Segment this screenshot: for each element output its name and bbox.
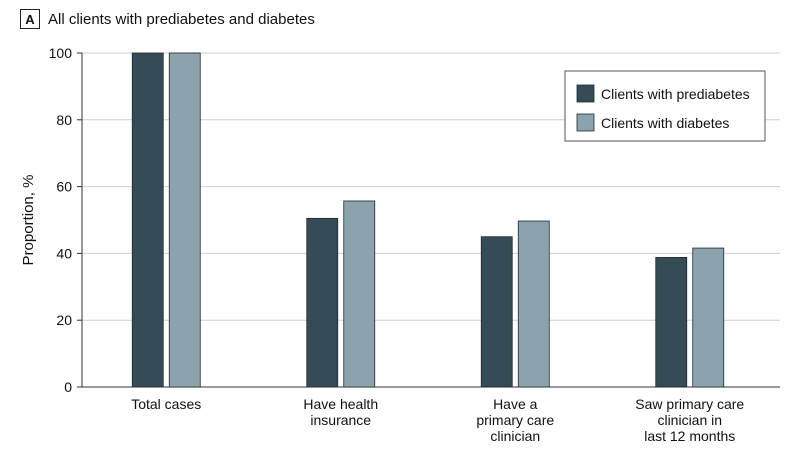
y-tick-label: 60 xyxy=(56,179,72,195)
legend-box xyxy=(564,70,766,142)
y-tick-label: 0 xyxy=(64,379,72,395)
x-tick-label: Have a primary care clinician xyxy=(476,396,554,444)
panel-header: A All clients with prediabetes and diabe… xyxy=(20,8,315,30)
legend-label: Clients with diabetes xyxy=(601,115,729,131)
bar-diabetes xyxy=(517,220,550,388)
x-tick-label: Saw primary care clinician in last 12 mont… xyxy=(635,396,744,444)
y-axis-label: Proportion, % xyxy=(20,175,37,266)
bar-prediabetes xyxy=(306,217,339,388)
bar-prediabetes xyxy=(480,236,513,388)
y-tick-label: 20 xyxy=(56,312,72,328)
x-tick-label: Have health insurance xyxy=(303,396,378,428)
bar-diabetes xyxy=(168,52,201,388)
x-tick-label: Total cases xyxy=(131,396,201,412)
chart-title: All clients with prediabetes and diabete… xyxy=(48,10,315,28)
y-tick-label: 80 xyxy=(56,112,72,128)
bar-prediabetes xyxy=(655,257,688,388)
legend-label: Clients with prediabetes xyxy=(601,86,750,102)
legend-swatch xyxy=(576,113,595,132)
y-tick-label: 100 xyxy=(49,45,73,61)
bar-diabetes xyxy=(692,247,725,388)
y-tick-label: 40 xyxy=(56,245,72,261)
bar-diabetes xyxy=(343,200,376,388)
bar-prediabetes xyxy=(131,52,164,388)
panel-letter: A xyxy=(20,9,40,29)
legend-swatch xyxy=(576,84,595,103)
